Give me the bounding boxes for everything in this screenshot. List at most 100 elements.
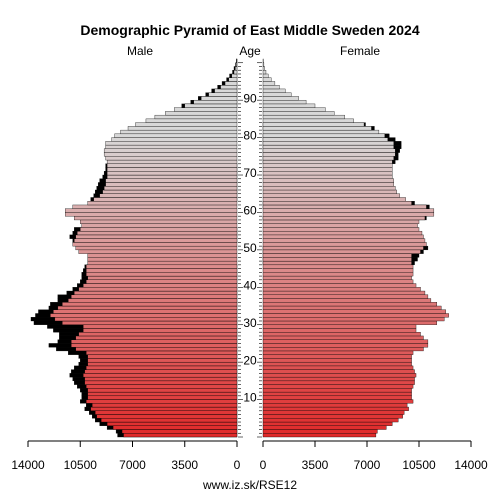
female-bar	[262, 395, 412, 400]
male-bar-common	[77, 230, 238, 236]
male-bar	[103, 148, 238, 153]
female-bar	[262, 373, 417, 378]
female-bar-common	[262, 156, 394, 161]
female-bar	[262, 343, 429, 348]
male-bar-common	[71, 343, 238, 348]
male-bar-common	[53, 309, 238, 314]
female-bar	[262, 178, 394, 183]
female-bar	[262, 403, 408, 408]
male-bar-common	[112, 425, 238, 430]
female-bar	[262, 272, 414, 277]
male-bar-common	[123, 433, 238, 438]
male-bar-common	[105, 182, 238, 187]
male-bar-common	[103, 186, 238, 191]
female-bar	[262, 264, 414, 269]
female-bar	[262, 298, 432, 303]
male-bar-common	[78, 332, 238, 337]
male-bar	[74, 216, 238, 221]
female-bar	[262, 182, 394, 187]
male-bar-common	[106, 174, 238, 179]
female-bar	[262, 171, 393, 176]
female-bar	[262, 73, 269, 78]
male-bar-common	[93, 197, 238, 202]
female-bar	[262, 189, 397, 194]
age-tick-label: 60	[243, 204, 257, 218]
age-tick-label: 50	[243, 241, 257, 255]
male-bar-common	[84, 376, 238, 382]
female-bar	[262, 332, 421, 337]
male-bar-common	[200, 96, 238, 101]
male-bar	[145, 118, 238, 123]
male-bar-common	[235, 62, 238, 67]
male-bar-common	[87, 391, 238, 397]
female-bar-common	[262, 216, 426, 221]
age-tick-label: 90	[243, 91, 257, 105]
male-x-tick-label: 0	[234, 458, 241, 472]
female-bar-common	[262, 204, 427, 209]
female-bar	[262, 347, 424, 352]
female-bar-common	[262, 141, 394, 146]
male-bar-common	[86, 264, 238, 269]
female-bar	[262, 81, 276, 86]
male-x-tick-label: 10500	[64, 458, 98, 472]
male-bar-common	[86, 399, 238, 404]
male-bar-common	[71, 294, 238, 299]
female-bar	[262, 350, 414, 355]
female-bar	[262, 425, 387, 430]
female-bar	[262, 317, 445, 322]
male-bar-common	[83, 373, 238, 378]
male-x-axis: 14000 10500 7000 3500 0	[11, 440, 241, 472]
female-bar	[262, 320, 438, 325]
female-bar	[262, 242, 427, 247]
male-bar-common	[54, 317, 238, 322]
age-tick-label: 70	[243, 166, 257, 180]
female-bar-common	[262, 152, 396, 157]
female-x-tick-label: 7000	[354, 458, 381, 472]
female-bar	[262, 305, 442, 310]
female-bar	[262, 268, 414, 273]
female-bar	[262, 421, 393, 426]
male-bar-common	[74, 290, 238, 295]
female-label: Female	[340, 44, 380, 58]
female-bar	[262, 302, 438, 307]
female-x-tick-label: 14000	[454, 458, 488, 472]
male-bar-common	[75, 335, 238, 340]
male-bar	[75, 245, 238, 251]
male-bar	[87, 253, 238, 258]
female-bar	[262, 384, 414, 389]
age-tick-label: 10	[243, 391, 257, 405]
male-bar	[135, 122, 238, 127]
male-bar-common	[233, 70, 238, 75]
male-bar-common	[87, 275, 238, 280]
chart-title: Demographic Pyramid of East Middle Swede…	[80, 22, 419, 38]
male-bar-common	[62, 302, 238, 307]
female-bar	[262, 410, 405, 415]
age-tick-label: 20	[243, 353, 257, 367]
female-bar	[262, 230, 423, 236]
male-bar-common	[86, 272, 238, 277]
male-bar-common	[75, 347, 238, 352]
female-x-tick-label: 0	[260, 458, 267, 472]
female-bar	[262, 238, 426, 243]
male-label: Male	[127, 44, 153, 58]
female-bar	[262, 223, 418, 228]
male-bar-common	[57, 305, 238, 310]
female-bar	[262, 77, 272, 82]
male-bar-common	[106, 163, 238, 168]
male-bar	[114, 133, 238, 138]
female-bar-common	[262, 249, 421, 254]
female-bar	[262, 283, 417, 288]
female-bar-common	[262, 260, 412, 266]
female-bar	[262, 358, 412, 363]
male-bar-common	[74, 238, 238, 243]
male-bar	[81, 223, 238, 228]
female-bar	[262, 433, 377, 438]
female-bar	[262, 234, 424, 239]
female-bar	[262, 219, 420, 224]
female-bar	[262, 369, 415, 374]
female-bar	[262, 339, 429, 344]
male-bar	[78, 249, 238, 254]
male-bar	[174, 107, 238, 112]
female-bar	[262, 399, 414, 404]
female-bar-common	[262, 133, 386, 138]
